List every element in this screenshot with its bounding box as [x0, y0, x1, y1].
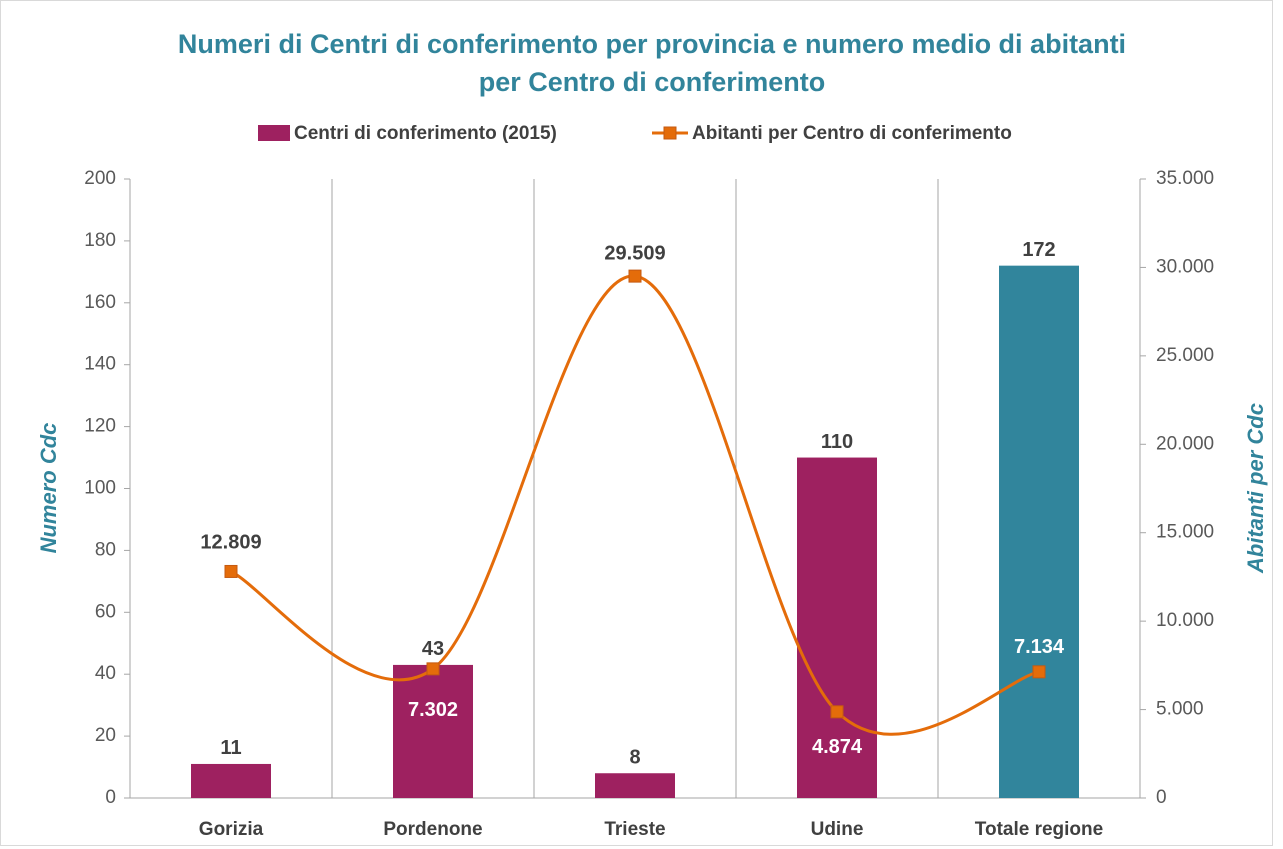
line-marker	[628, 269, 642, 283]
y-tick-label: 60	[95, 601, 116, 622]
bar-value-label: 43	[422, 638, 444, 660]
legend-marker	[663, 126, 677, 140]
line-marker	[224, 564, 238, 578]
bar-value-label: 8	[629, 747, 640, 769]
bar	[191, 763, 271, 798]
y2-tick-label: 15.000	[1156, 522, 1214, 543]
chart-title: Numeri di Centri di conferimento per pro…	[178, 29, 1126, 97]
y2-tick-label: 5.000	[1156, 699, 1204, 720]
bar-value-label: 172	[1022, 239, 1055, 261]
line-value-label: 4.874	[812, 736, 863, 758]
bar	[797, 457, 877, 798]
y-tick-label: 160	[84, 292, 116, 313]
bar-value-label: 110	[821, 431, 853, 453]
y-tick-label: 0	[105, 787, 116, 808]
y-tick-label: 120	[84, 416, 116, 437]
line-marker	[830, 705, 844, 719]
y2-tick-label: 20.000	[1156, 433, 1214, 454]
y-tick-label: 20	[95, 725, 116, 746]
legend-label: Abitanti per Centro di conferimento	[692, 123, 1012, 144]
bar-value-label: 11	[220, 737, 241, 759]
y-tick-label: 100	[84, 478, 116, 499]
y2-tick-label: 35.000	[1156, 168, 1214, 189]
x-tick-label: Totale regione	[975, 819, 1103, 840]
line-value-label: 29.509	[604, 242, 665, 264]
bar	[393, 664, 473, 798]
line-value-label: 7.302	[408, 699, 458, 721]
bar	[595, 773, 675, 798]
x-tick-label: Gorizia	[199, 819, 264, 840]
y2-tick-label: 30.000	[1156, 256, 1214, 277]
line-marker	[1032, 665, 1046, 679]
line-marker	[426, 662, 440, 676]
y2-tick-label: 25.000	[1156, 345, 1214, 366]
x-tick-label: Udine	[811, 819, 864, 840]
line-value-label: 7.134	[1014, 636, 1065, 658]
y2-tick-label: 10.000	[1156, 610, 1214, 631]
y2-axis-title: Abitanti per Cdc	[1243, 403, 1268, 574]
legend-swatch	[258, 125, 290, 141]
y-tick-label: 40	[95, 663, 116, 684]
y-tick-label: 200	[84, 168, 116, 189]
y-axis-title: Numero Cdc	[36, 423, 61, 554]
y2-tick-label: 0	[1156, 787, 1167, 808]
y-tick-label: 80	[95, 539, 116, 560]
line-value-label: 12.809	[200, 532, 261, 554]
x-tick-label: Trieste	[604, 819, 665, 840]
legend-label: Centri di conferimento (2015)	[294, 123, 557, 144]
y-tick-label: 180	[84, 230, 116, 251]
x-tick-label: Pordenone	[383, 819, 482, 840]
bar	[999, 265, 1079, 798]
y-tick-label: 140	[84, 354, 116, 375]
